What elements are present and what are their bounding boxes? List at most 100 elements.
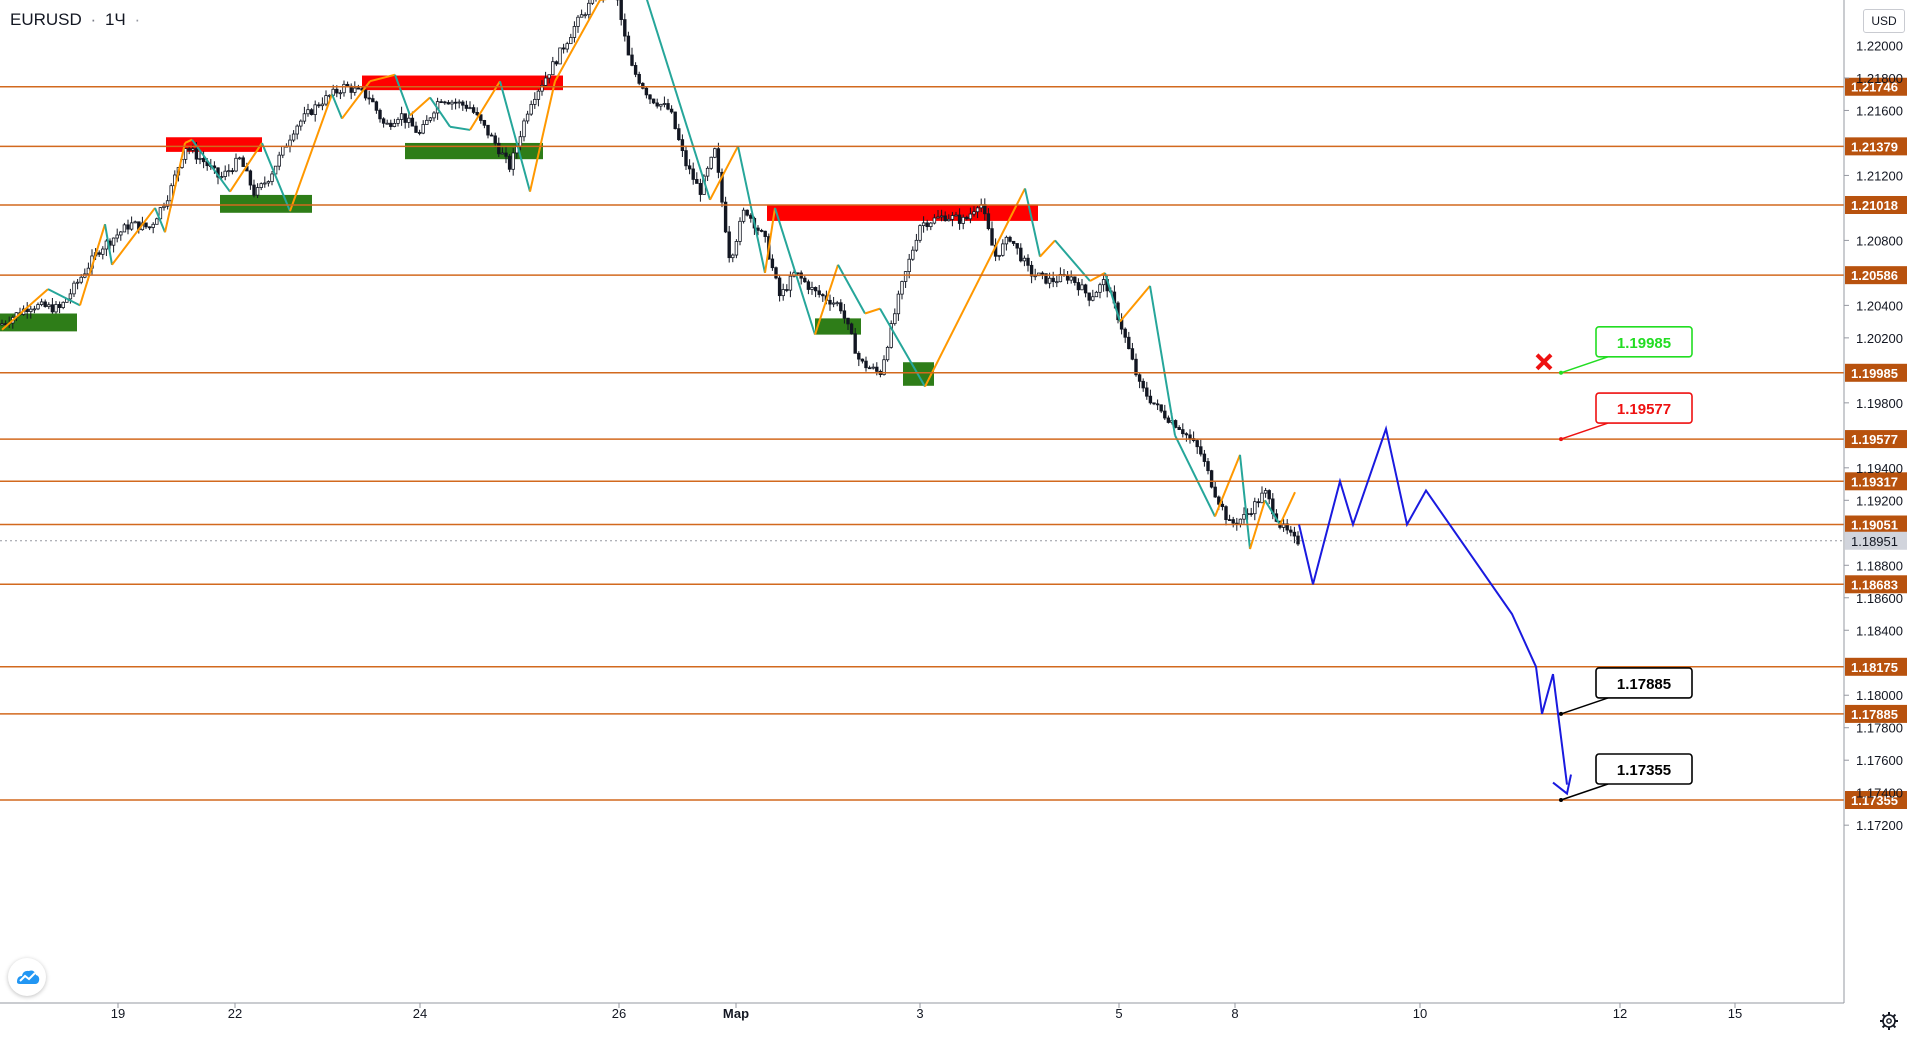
candle-body <box>554 61 559 65</box>
tradingview-cloud-icon[interactable] <box>8 958 46 996</box>
candle <box>763 230 767 243</box>
candle-body <box>1177 427 1181 430</box>
candle-body <box>1058 273 1063 283</box>
callout-pointer <box>1560 422 1609 440</box>
candle <box>1148 389 1153 405</box>
candle <box>482 119 487 129</box>
candle-body <box>569 37 573 45</box>
candle <box>842 303 847 324</box>
candle <box>810 281 814 295</box>
candle-body <box>133 221 137 224</box>
candle <box>489 132 494 137</box>
candle <box>867 365 872 370</box>
time-tick-label: 3 <box>916 1006 923 1021</box>
candle-body <box>1231 519 1235 524</box>
zigzag-up-leg <box>1039 239 1056 258</box>
candle-body <box>630 54 634 66</box>
candle <box>1083 283 1088 298</box>
currency-button[interactable]: USD <box>1863 9 1905 33</box>
candle <box>198 151 202 165</box>
candle <box>950 211 955 227</box>
candle <box>626 31 631 56</box>
zigzag-up-leg <box>764 207 776 274</box>
candle <box>972 206 976 217</box>
candle-body <box>237 157 242 160</box>
candle-body <box>925 222 929 228</box>
candle-body <box>968 213 973 220</box>
candle <box>1195 438 1199 454</box>
candle-body <box>111 237 116 246</box>
candle <box>543 71 548 87</box>
callout-anchor-dot <box>1559 798 1563 802</box>
candle-body <box>403 113 407 123</box>
candle <box>417 129 422 136</box>
candle <box>1051 271 1055 288</box>
candle-body <box>579 14 584 18</box>
candle-body <box>317 104 321 107</box>
candle <box>464 100 469 112</box>
candle-body <box>461 101 465 106</box>
candle <box>0 319 4 326</box>
candle-body <box>25 308 29 312</box>
symbol-title[interactable]: EURUSD · 1Ч · <box>10 10 140 30</box>
candle-body <box>1047 277 1052 284</box>
candle <box>493 132 497 148</box>
candle <box>187 145 191 155</box>
candle-body <box>450 101 454 105</box>
candle-body <box>1094 291 1099 298</box>
candle <box>241 155 245 167</box>
candle <box>540 80 544 96</box>
zigzag-up-leg <box>79 223 106 306</box>
candle <box>1152 402 1156 406</box>
candle <box>378 108 382 123</box>
candle-body <box>1296 535 1300 545</box>
zigzag-up-leg <box>814 264 839 335</box>
candle-body <box>1260 492 1264 504</box>
candle-body <box>651 98 656 104</box>
candle <box>738 217 742 246</box>
candle-body <box>759 230 764 232</box>
candle-body <box>831 302 836 305</box>
candle-body <box>860 358 865 362</box>
candle-body <box>623 19 627 37</box>
support-zone <box>220 194 312 213</box>
candle <box>695 172 699 184</box>
candle-body <box>281 146 285 156</box>
candle <box>1055 275 1059 288</box>
candle-body <box>723 201 728 233</box>
candle <box>432 111 436 122</box>
candle-body <box>291 133 296 141</box>
candle <box>525 110 530 124</box>
candle-body <box>731 254 735 259</box>
support-zone <box>405 142 543 160</box>
candle <box>443 100 447 105</box>
candle <box>353 81 357 96</box>
candle <box>666 98 670 111</box>
candle-body <box>954 214 958 217</box>
candle <box>558 47 562 65</box>
candle-body <box>1199 446 1203 455</box>
candle-body <box>155 218 159 225</box>
candle <box>1022 255 1027 267</box>
candle-body <box>918 225 922 241</box>
candle-body <box>529 103 533 115</box>
candle <box>1289 526 1293 537</box>
candle <box>857 351 861 367</box>
level-price-label: 1.21018 <box>1851 198 1898 213</box>
candle <box>1098 282 1102 299</box>
candle-body <box>875 366 879 372</box>
candle-body <box>893 313 897 325</box>
callout-pointer <box>1560 783 1609 801</box>
candle <box>29 305 33 319</box>
candle-body <box>227 170 231 173</box>
price-tick-label: 1.17800 <box>1856 721 1903 736</box>
candle-body <box>129 222 134 230</box>
candle-body <box>151 223 155 228</box>
candle-body <box>1001 243 1005 256</box>
gear-icon[interactable] <box>1878 1010 1900 1032</box>
candle <box>673 111 677 130</box>
candle <box>633 62 638 78</box>
candle-body <box>263 182 267 185</box>
zigzag-down-leg <box>879 308 926 388</box>
